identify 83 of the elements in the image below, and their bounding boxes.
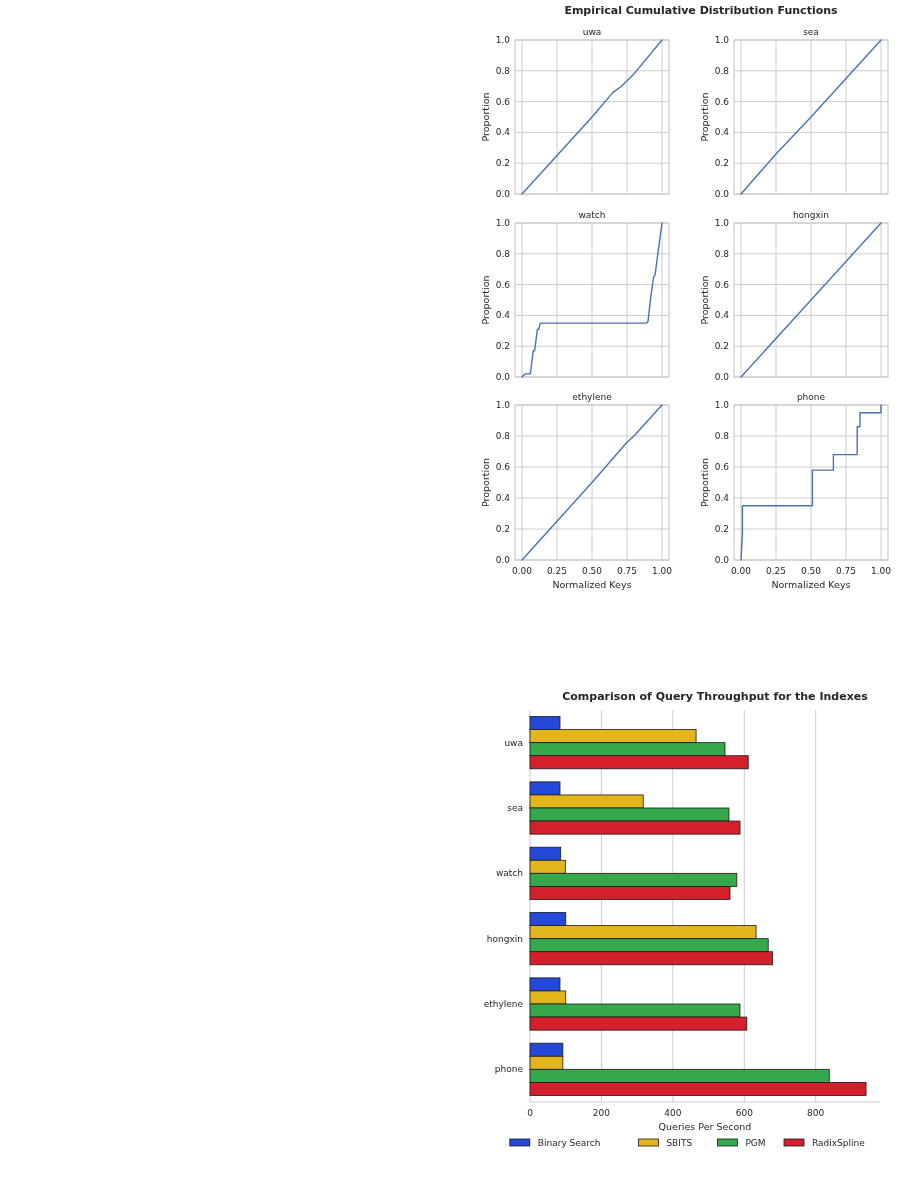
- y-tick-label: 0.4: [714, 310, 730, 321]
- y-tick-label: 0.2: [495, 524, 510, 534]
- y-axis-title: Proportion: [480, 275, 491, 325]
- y-tick-label: 0.0: [714, 372, 730, 382]
- line-series: [740, 404, 882, 561]
- x-axis-title: Normalized Keys: [771, 579, 851, 590]
- chart-subtitle: sea: [803, 27, 819, 37]
- text: Empirical Cumulative Distribution Functions: [564, 4, 839, 17]
- y-tick-label: 1.0: [714, 35, 730, 45]
- y-tick-label: 0.0: [495, 372, 511, 382]
- y-tick-label: 0.0: [495, 189, 511, 199]
- legend-label: PGM: [745, 1138, 766, 1148]
- y-tick-label: 0.6: [495, 279, 511, 290]
- y-tick-label: 0.0: [714, 189, 730, 199]
- y-axis-title: Proportion: [480, 457, 491, 508]
- y-tick-label: 0.4: [714, 493, 730, 503]
- x-tick-label: 0.75: [616, 566, 638, 576]
- y-tick-label: 0.4: [495, 310, 511, 321]
- legend-label: Binary Search: [537, 1138, 601, 1148]
- x-tick-label: 800: [807, 1108, 825, 1118]
- line-series: [521, 404, 663, 561]
- y-tick-label: 0.8: [495, 65, 511, 76]
- x-tick-label: 1.00: [651, 566, 673, 576]
- y-tick-label: 0.2: [714, 158, 729, 169]
- line-series: [521, 39, 663, 195]
- y-tick-label: 1.0: [714, 218, 730, 228]
- y-tick-label: uwa: [504, 737, 523, 748]
- y-tick-label: 0.8: [714, 65, 730, 76]
- y-tick-label: 0.4: [495, 127, 511, 138]
- y-tick-label: phone: [494, 1064, 524, 1075]
- y-tick-label: 0.6: [714, 462, 730, 472]
- y-tick-label: 1.0: [495, 218, 511, 228]
- line-series: [740, 39, 882, 195]
- y-tick-label: 0.6: [714, 96, 730, 107]
- x-tick-label: 0.00: [730, 566, 752, 576]
- y-axis-title: Proportion: [699, 92, 710, 142]
- y-tick-label: sea: [507, 803, 523, 813]
- x-axis-title: Queries Per Second: [658, 1121, 752, 1132]
- legend-label: SBITS: [666, 1138, 693, 1148]
- y-tick-label: 0.8: [714, 248, 730, 259]
- x-axis-title: Normalized Keys: [552, 579, 632, 590]
- y-tick-label: 0.6: [714, 279, 730, 290]
- x-tick-label: 0.50: [800, 566, 822, 576]
- y-tick-label: hongxin: [486, 933, 523, 944]
- legend-label: RadixSpline: [812, 1138, 866, 1148]
- y-tick-label: 0.8: [495, 248, 511, 259]
- y-axis-title: Proportion: [699, 457, 710, 508]
- chart-subtitle: hongxin: [792, 210, 830, 220]
- x-tick-label: 1.00: [870, 566, 892, 576]
- y-tick-label: watch: [495, 868, 523, 879]
- x-tick-label: 0.25: [765, 566, 787, 576]
- x-tick-label: 0.50: [581, 566, 603, 576]
- y-tick-label: 0.4: [495, 493, 511, 503]
- chart-subtitle: uwa: [582, 27, 602, 37]
- y-tick-label: 0.6: [495, 462, 511, 472]
- chart-subtitle: phone: [796, 392, 826, 402]
- y-tick-label: 0.0: [714, 555, 730, 565]
- y-tick-label: 0.8: [495, 431, 511, 441]
- y-tick-label: 0.4: [714, 127, 730, 138]
- x-tick-label: 0.75: [835, 566, 857, 576]
- x-tick-label: 0: [527, 1108, 534, 1118]
- y-tick-label: 1.0: [495, 400, 511, 410]
- y-tick-label: 1.0: [495, 35, 511, 45]
- chart-subtitle: ethylene: [572, 392, 613, 402]
- x-tick-label: 200: [592, 1108, 611, 1118]
- y-tick-label: 0.2: [714, 524, 729, 534]
- y-axis-title: Proportion: [480, 92, 491, 142]
- x-tick-label: 0.00: [511, 566, 533, 576]
- y-tick-label: 0.8: [714, 431, 730, 441]
- chart-title: Comparison of Query Throughput for the Indexes: [562, 690, 869, 703]
- y-tick-label: 0.6: [495, 96, 511, 107]
- line-series: [521, 222, 663, 378]
- y-tick-label: 0.2: [495, 158, 510, 169]
- x-tick-label: 400: [664, 1108, 682, 1118]
- chart-subtitle: watch: [578, 210, 606, 220]
- y-axis-title: Proportion: [699, 275, 710, 325]
- y-tick-label: ethylene: [483, 999, 524, 1009]
- y-tick-label: 0.0: [495, 555, 511, 565]
- y-tick-label: 0.2: [714, 341, 729, 352]
- x-tick-label: 600: [735, 1108, 754, 1118]
- y-tick-label: 1.0: [714, 400, 730, 410]
- x-tick-label: 0.25: [546, 566, 568, 576]
- y-tick-label: 0.2: [495, 341, 510, 352]
